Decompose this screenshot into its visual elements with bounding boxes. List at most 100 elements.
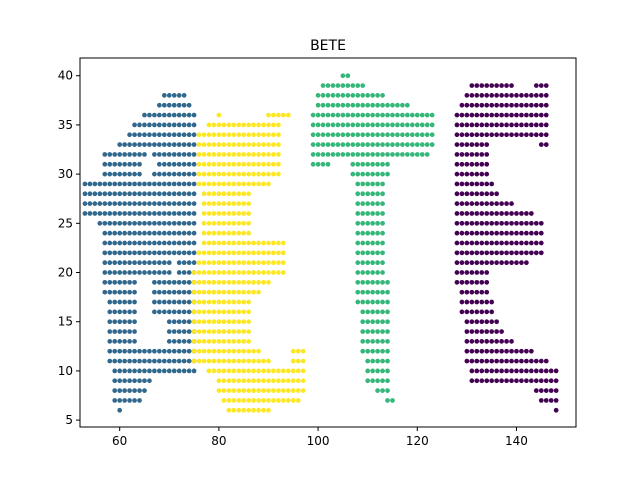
data-point [117, 388, 123, 393]
data-point [469, 270, 475, 275]
data-point [147, 181, 152, 187]
data-point [107, 161, 113, 167]
data-point [211, 132, 217, 138]
data-point [251, 289, 256, 295]
data-point [137, 181, 142, 187]
data-point [127, 171, 132, 177]
data-point [494, 358, 500, 364]
data-point [246, 319, 251, 325]
data-point [112, 250, 118, 256]
data-point [315, 132, 321, 138]
data-point [132, 309, 137, 315]
y-tick-label: 5 [65, 413, 73, 427]
data-point [171, 309, 177, 315]
data-point [127, 142, 132, 147]
data-point [201, 250, 207, 256]
data-point [152, 250, 157, 256]
data-point [474, 230, 480, 236]
data-point [355, 191, 361, 197]
data-point [157, 289, 162, 295]
data-point [261, 279, 266, 285]
data-point [236, 240, 242, 246]
data-point [161, 142, 167, 147]
data-point [514, 348, 519, 354]
data-point [479, 161, 485, 167]
data-point [246, 279, 251, 285]
data-point [176, 201, 182, 206]
data-point [281, 240, 286, 246]
data-point [424, 122, 430, 128]
data-point [494, 83, 500, 88]
data-point [221, 378, 227, 384]
data-point [102, 240, 108, 246]
data-point [310, 132, 316, 138]
data-point [216, 171, 222, 177]
data-point [494, 250, 500, 256]
data-point [355, 220, 361, 226]
data-point [335, 122, 341, 128]
data-point [514, 368, 519, 374]
data-point [504, 83, 509, 88]
data-point [122, 152, 127, 157]
data-point [479, 102, 485, 108]
data-point [241, 348, 247, 354]
data-point [122, 348, 127, 354]
data-point [152, 299, 157, 305]
data-point [211, 289, 217, 295]
data-point [107, 289, 113, 295]
data-point [231, 368, 237, 374]
data-point [216, 201, 222, 206]
data-point [241, 407, 247, 413]
data-point [266, 388, 271, 393]
data-point [504, 102, 509, 108]
data-point [161, 122, 167, 128]
data-point [231, 211, 237, 216]
data-point [117, 201, 123, 206]
data-point [370, 181, 376, 187]
data-point [147, 358, 152, 364]
data-point [186, 279, 192, 285]
data-point [365, 132, 371, 138]
data-point [102, 152, 108, 157]
data-point [533, 112, 539, 118]
data-point [365, 279, 371, 285]
data-point [519, 132, 524, 138]
data-point [226, 279, 232, 285]
series-T [310, 73, 435, 403]
data-point [479, 201, 485, 206]
data-point [370, 201, 376, 206]
data-point [390, 398, 395, 403]
data-point [484, 122, 490, 128]
data-point [365, 142, 371, 147]
data-point [241, 388, 247, 393]
data-point [211, 161, 217, 167]
data-point [176, 358, 182, 364]
data-point [360, 132, 366, 138]
data-point [489, 220, 495, 226]
data-point [196, 171, 202, 177]
data-point [320, 152, 326, 157]
data-point [256, 348, 261, 354]
data-point [494, 220, 500, 226]
data-point [246, 329, 251, 334]
data-point [276, 368, 281, 374]
data-point [479, 211, 485, 216]
data-point [127, 299, 132, 305]
data-point [385, 171, 390, 177]
data-point [256, 142, 261, 147]
data-point [533, 388, 539, 393]
data-point [246, 299, 251, 305]
data-point [241, 161, 247, 167]
data-point [469, 240, 475, 246]
data-point [494, 368, 500, 374]
data-point [246, 289, 251, 295]
data-point [454, 132, 460, 138]
data-point [211, 348, 217, 354]
data-point [479, 339, 485, 344]
data-point [479, 93, 485, 98]
data-point [206, 230, 212, 236]
data-point [479, 250, 485, 256]
data-point [256, 358, 261, 364]
data-point [206, 319, 212, 325]
data-point [340, 112, 346, 118]
